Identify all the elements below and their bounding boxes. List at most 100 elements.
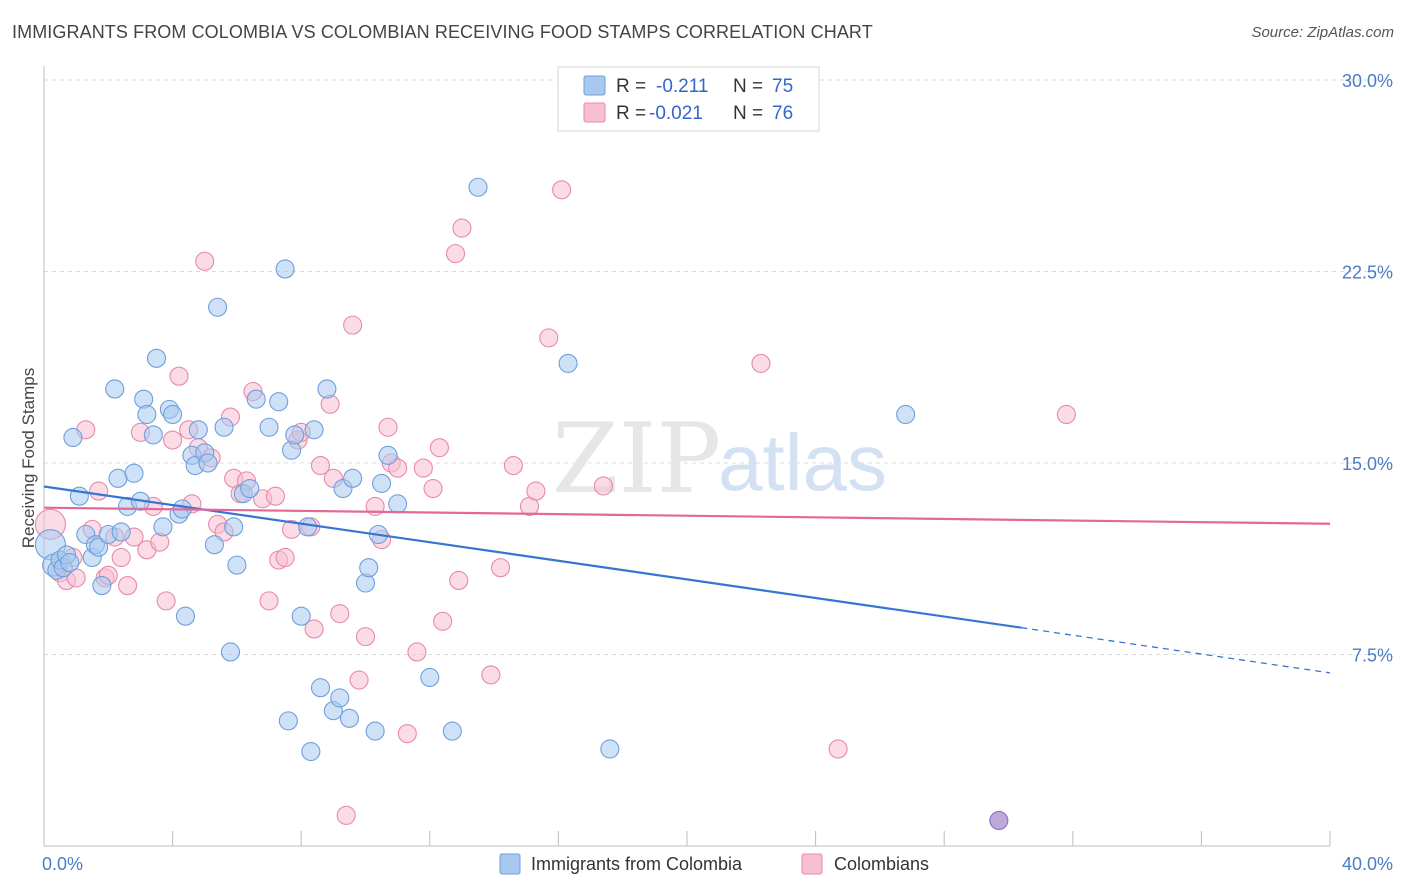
data-point xyxy=(298,517,318,537)
watermark-atlas: atlas xyxy=(718,418,887,507)
data-point xyxy=(198,453,218,473)
tick-labels: 7.5% 15.0% 22.5% 30.0% 0.0% 40.0% xyxy=(42,71,1393,874)
data-point xyxy=(291,606,311,626)
data-point xyxy=(304,420,324,440)
data-point xyxy=(246,389,266,409)
data-point xyxy=(526,481,546,501)
legend-swatch-blue xyxy=(583,75,606,96)
data-point xyxy=(828,739,848,759)
data-point xyxy=(111,547,131,568)
data-point xyxy=(378,445,398,465)
trend-lines xyxy=(43,485,1331,674)
data-point xyxy=(156,591,176,611)
data-point xyxy=(275,259,295,279)
bottom-legend-swatch-blue xyxy=(499,853,521,875)
data-point xyxy=(468,177,488,197)
legend-n-label: N = xyxy=(733,76,763,97)
watermark-zip: ZIP xyxy=(552,403,721,515)
trend-line xyxy=(43,506,1331,525)
trend-line-extension xyxy=(1021,627,1331,674)
data-point xyxy=(175,606,196,626)
data-point xyxy=(503,456,523,476)
data-point xyxy=(310,456,331,476)
data-point xyxy=(60,553,80,573)
data-point xyxy=(343,315,363,335)
data-point xyxy=(388,494,408,514)
data-point xyxy=(204,535,224,555)
data-point xyxy=(330,604,350,624)
watermark: ZIP atlas xyxy=(552,403,887,515)
bottom-legend-swatch-pink xyxy=(801,853,823,875)
data-point xyxy=(285,425,305,445)
x-tick-label: 0.0% xyxy=(42,854,83,874)
data-point xyxy=(269,392,289,412)
data-point xyxy=(111,522,131,542)
chart-title: IMMIGRANTS FROM COLOMBIA VS COLOMBIAN RE… xyxy=(12,22,873,42)
data-point xyxy=(452,218,472,238)
data-point xyxy=(224,517,244,537)
series-immigrants-points xyxy=(34,177,916,762)
chart-source: Source: ZipAtlas.com xyxy=(1251,24,1394,41)
data-point xyxy=(330,688,350,708)
data-point xyxy=(343,468,363,488)
legend-r-value: -0.021 xyxy=(649,103,703,124)
legend-n-value: 76 xyxy=(772,103,793,124)
data-point xyxy=(137,404,157,425)
legend-r-value: -0.211 xyxy=(656,76,708,97)
legend-swatch-pink xyxy=(583,102,606,123)
data-point xyxy=(310,678,331,698)
data-point xyxy=(552,180,572,200)
data-point xyxy=(355,627,376,647)
data-point xyxy=(490,558,511,578)
data-point xyxy=(989,810,1009,831)
data-point xyxy=(275,547,295,568)
data-point xyxy=(388,458,408,478)
data-point xyxy=(349,670,369,690)
data-point xyxy=(118,576,138,596)
bottom-legend-label-immigrants: Immigrants from Colombia xyxy=(531,854,743,874)
legend: R = -0.211 N = 75 R = -0.021 N = 76 xyxy=(557,66,820,132)
legend-r-label: R = xyxy=(616,76,646,97)
data-point xyxy=(420,667,440,688)
data-point xyxy=(153,517,173,537)
legend-n-value: 75 xyxy=(772,76,793,97)
data-point xyxy=(359,558,379,578)
y-tick-label: 30.0% xyxy=(1342,71,1393,91)
data-point xyxy=(108,468,128,488)
data-point xyxy=(124,463,144,483)
data-point xyxy=(301,741,321,762)
data-point xyxy=(105,379,125,399)
data-point xyxy=(429,438,449,458)
data-point xyxy=(163,404,183,425)
data-point xyxy=(146,348,167,368)
y-axis-label: Receiving Food Stamps xyxy=(19,368,38,548)
data-point xyxy=(220,642,241,662)
data-point xyxy=(169,366,189,386)
bottom-legend-label-colombians: Colombians xyxy=(834,854,929,874)
data-point xyxy=(423,478,443,499)
data-point xyxy=(227,555,247,575)
data-point xyxy=(1056,404,1076,425)
data-point xyxy=(413,458,433,478)
legend-n-label: N = xyxy=(733,103,763,124)
data-point xyxy=(433,611,453,631)
data-point xyxy=(600,739,620,759)
y-tick-label: 15.0% xyxy=(1342,454,1393,474)
legend-r-label: R = xyxy=(616,103,646,124)
x-tick-label: 40.0% xyxy=(1342,854,1393,874)
data-point xyxy=(89,537,109,557)
data-point xyxy=(593,476,613,496)
data-point xyxy=(397,724,417,744)
data-point xyxy=(259,417,279,437)
data-point xyxy=(481,665,501,685)
data-point xyxy=(188,420,208,440)
grid-lines xyxy=(44,79,1390,655)
data-point xyxy=(896,404,916,425)
data-point xyxy=(539,328,559,348)
data-point xyxy=(265,486,286,506)
data-point xyxy=(195,251,215,271)
data-point xyxy=(449,570,469,591)
data-point xyxy=(208,297,228,317)
data-point xyxy=(339,708,359,728)
data-point xyxy=(751,353,771,373)
